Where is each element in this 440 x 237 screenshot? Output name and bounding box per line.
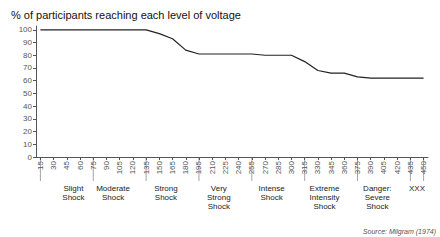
svg-text:Shock: Shock <box>261 193 284 202</box>
svg-text:390: 390 <box>366 160 375 174</box>
svg-text:Shock: Shock <box>208 202 231 211</box>
svg-text:Shock: Shock <box>366 202 389 211</box>
svg-text:Strong: Strong <box>154 184 178 193</box>
svg-text:30: 30 <box>49 160 58 169</box>
svg-text:270: 270 <box>261 160 270 174</box>
svg-text:15: 15 <box>36 160 45 169</box>
svg-text:210: 210 <box>208 160 217 174</box>
svg-text:105: 105 <box>115 160 124 174</box>
svg-text:50: 50 <box>23 89 32 98</box>
svg-text:240: 240 <box>234 160 243 174</box>
svg-text:435: 435 <box>406 160 415 174</box>
svg-text:315: 315 <box>300 160 309 174</box>
svg-text:40: 40 <box>23 102 32 111</box>
svg-text:Intensity: Intensity <box>310 193 340 202</box>
svg-text:Shock: Shock <box>155 193 178 202</box>
svg-text:0: 0 <box>28 153 33 162</box>
svg-text:330: 330 <box>313 160 322 174</box>
svg-text:10: 10 <box>23 140 32 149</box>
svg-text:375: 375 <box>353 160 362 174</box>
svg-text:Shock: Shock <box>313 202 336 211</box>
svg-text:XXX: XXX <box>409 184 426 193</box>
svg-text:255: 255 <box>247 160 256 174</box>
svg-text:Extreme: Extreme <box>310 184 340 193</box>
svg-text:60: 60 <box>76 160 85 169</box>
svg-text:100: 100 <box>19 25 33 34</box>
svg-text:Intense: Intense <box>259 184 286 193</box>
svg-text:Source: Milgram (1974): Source: Milgram (1974) <box>363 228 436 236</box>
svg-text:Danger:: Danger: <box>363 184 391 193</box>
svg-text:60: 60 <box>23 76 32 85</box>
svg-text:165: 165 <box>168 160 177 174</box>
svg-text:345: 345 <box>327 160 336 174</box>
svg-text:Severe: Severe <box>365 193 391 202</box>
svg-text:225: 225 <box>221 160 230 174</box>
svg-text:70: 70 <box>23 63 32 72</box>
svg-text:285: 285 <box>274 160 283 174</box>
svg-text:Moderate: Moderate <box>96 184 130 193</box>
svg-text:405: 405 <box>379 160 388 174</box>
svg-text:135: 135 <box>142 160 151 174</box>
svg-text:Very: Very <box>211 184 227 193</box>
svg-text:195: 195 <box>194 160 203 174</box>
svg-text:360: 360 <box>340 160 349 174</box>
svg-text:180: 180 <box>181 160 190 174</box>
svg-text:30: 30 <box>23 114 32 123</box>
svg-text:% of participants reaching eac: % of participants reaching each level of… <box>11 9 241 21</box>
svg-text:120: 120 <box>128 160 137 174</box>
svg-text:90: 90 <box>102 160 111 169</box>
svg-text:150: 150 <box>155 160 164 174</box>
svg-text:20: 20 <box>23 127 32 136</box>
svg-text:75: 75 <box>89 160 98 169</box>
svg-text:90: 90 <box>23 38 32 47</box>
svg-text:Strong: Strong <box>207 193 231 202</box>
svg-text:420: 420 <box>393 160 402 174</box>
svg-text:45: 45 <box>62 160 71 169</box>
svg-text:Shock: Shock <box>102 193 125 202</box>
svg-text:Shock: Shock <box>62 193 85 202</box>
svg-text:450: 450 <box>419 160 428 174</box>
svg-text:Slight: Slight <box>63 184 84 193</box>
svg-text:300: 300 <box>287 160 296 174</box>
svg-text:80: 80 <box>23 51 32 60</box>
